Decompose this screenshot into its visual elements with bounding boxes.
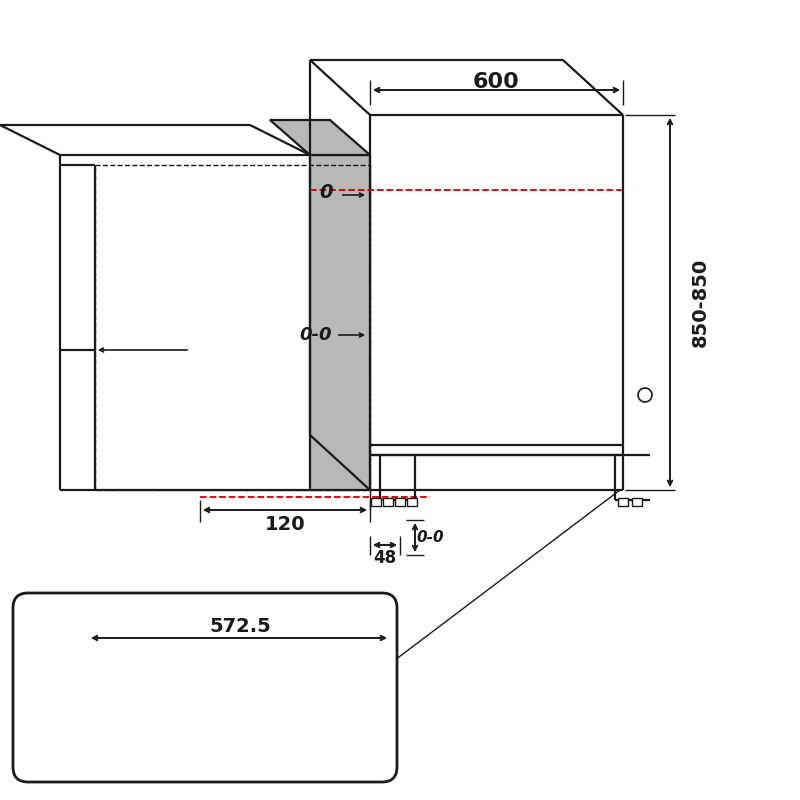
Bar	[618, 498, 628, 506]
Bar	[371, 498, 381, 506]
Text: 120: 120	[265, 515, 306, 534]
FancyBboxPatch shape	[13, 593, 397, 782]
Text: 600: 600	[473, 72, 519, 92]
Polygon shape	[310, 155, 370, 490]
Text: 850-850: 850-850	[690, 258, 710, 346]
Text: 0: 0	[319, 183, 333, 202]
Bar	[383, 498, 393, 506]
Bar	[632, 498, 642, 506]
Text: 0-0: 0-0	[416, 530, 444, 545]
Polygon shape	[270, 120, 370, 155]
Text: 48: 48	[374, 549, 397, 567]
Text: 0-0: 0-0	[300, 326, 332, 344]
Text: 572.5: 572.5	[209, 618, 271, 637]
Bar	[395, 498, 405, 506]
Bar	[407, 498, 417, 506]
